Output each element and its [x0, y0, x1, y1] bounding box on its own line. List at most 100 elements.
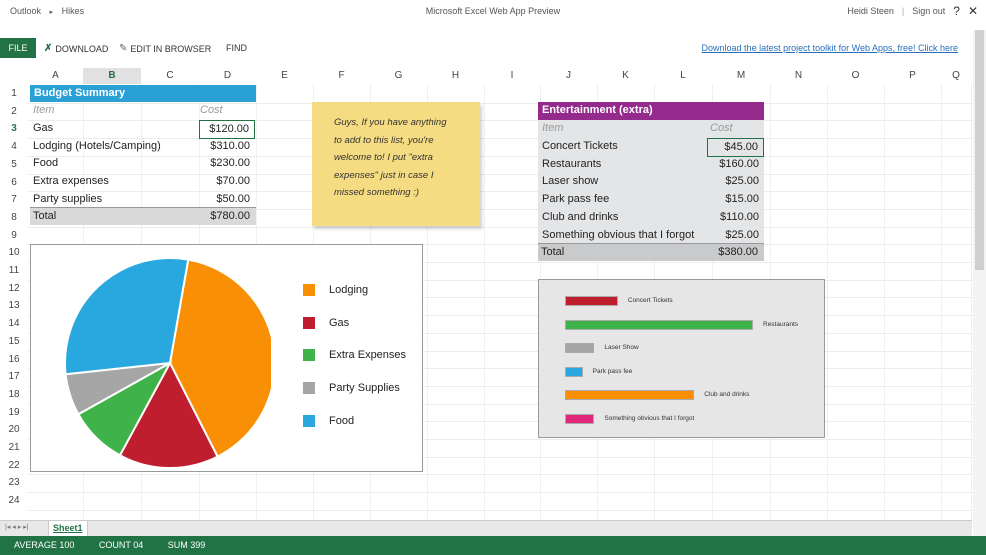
- close-icon[interactable]: ✕: [967, 4, 978, 18]
- sign-out-link[interactable]: Sign out: [912, 6, 946, 16]
- bar-park-pass-fee[interactable]: [565, 366, 583, 377]
- scroll-down-icon[interactable]: ⌄: [975, 536, 982, 545]
- grid-row-line: [28, 120, 974, 122]
- column-header-h[interactable]: H: [451, 70, 460, 81]
- row-header-7[interactable]: 7: [11, 194, 17, 206]
- ent-item-name[interactable]: Something obvious that I forgot: [542, 228, 695, 241]
- row-header-2[interactable]: 2: [11, 105, 17, 117]
- row-header-10[interactable]: 10: [8, 247, 20, 259]
- ent-item-name[interactable]: Club and drinks: [542, 210, 619, 223]
- budget-item-cost[interactable]: $70.00: [216, 175, 250, 188]
- budget-item-name[interactable]: Extra expenses: [33, 175, 109, 188]
- row-header-6[interactable]: 6: [11, 176, 17, 188]
- column-header-f[interactable]: F: [338, 70, 345, 81]
- row-header-23[interactable]: 23: [8, 477, 20, 489]
- bar-label: Concert Tickets: [627, 297, 673, 304]
- vertical-scrollbar[interactable]: ⌄: [973, 30, 986, 545]
- column-header-j[interactable]: J: [566, 70, 571, 81]
- ent-item-name[interactable]: Concert Tickets: [542, 140, 618, 152]
- column-header-q[interactable]: Q: [952, 70, 960, 81]
- row-header-8[interactable]: 8: [11, 211, 17, 223]
- breadcrumb-outlook[interactable]: Outlook: [10, 6, 42, 16]
- row-header-19[interactable]: 19: [8, 406, 20, 418]
- budget-item-name[interactable]: Gas: [33, 122, 54, 134]
- budget-item-cost[interactable]: $230.00: [210, 157, 250, 170]
- row-header-18[interactable]: 18: [8, 388, 20, 400]
- ent-item-cost[interactable]: $25.00: [725, 228, 759, 241]
- row-header-22[interactable]: 22: [8, 459, 20, 471]
- file-button[interactable]: FILE: [0, 38, 36, 58]
- budget-item-cost[interactable]: $310.00: [210, 139, 250, 152]
- row-header-17[interactable]: 17: [8, 371, 20, 383]
- ent-item-cost[interactable]: $15.00: [725, 193, 759, 206]
- bar-concert-tickets[interactable]: [565, 296, 618, 306]
- pie-slice-gas[interactable]: [118, 360, 219, 469]
- bar-chart[interactable]: Concert Tickets Restaurants Laser Show Park…: [538, 279, 825, 438]
- column-header-o[interactable]: O: [851, 70, 860, 81]
- ent-item-cost[interactable]: $45.00: [707, 138, 764, 157]
- column-header-g[interactable]: G: [394, 70, 403, 81]
- ent-item-cost[interactable]: $110.00: [720, 210, 759, 223]
- bar-something-obvious-that-i-forgot[interactable]: [565, 413, 595, 424]
- row-header-24[interactable]: 24: [8, 495, 20, 507]
- column-header-k[interactable]: K: [622, 70, 629, 81]
- column-header-m[interactable]: M: [736, 70, 746, 81]
- row-header-12[interactable]: 12: [8, 282, 20, 294]
- budget-item-cost[interactable]: $120.00: [199, 120, 255, 139]
- budget-cost-header: Cost: [200, 104, 223, 116]
- grid-row-line: [28, 509, 974, 511]
- grid-row-line: [28, 332, 974, 334]
- sticky-note[interactable]: Guys, If you have anything to add to this…: [312, 102, 480, 226]
- row-header-21[interactable]: 21: [8, 442, 20, 453]
- find-button[interactable]: FIND: [226, 43, 247, 53]
- budget-item-name[interactable]: Food: [33, 157, 59, 170]
- budget-item-name[interactable]: Lodging (Hotels/Camping): [33, 139, 161, 152]
- row-header-4[interactable]: 4: [11, 141, 17, 153]
- sheet-tab[interactable]: Sheet1: [48, 521, 88, 536]
- toolkit-link[interactable]: Download the latest project toolkit for …: [701, 43, 958, 53]
- row-header-20[interactable]: 20: [8, 424, 20, 436]
- ent-item-name[interactable]: Restaurants: [542, 157, 602, 170]
- note-line: welcome to! I put "extra: [334, 152, 433, 163]
- bar-club-and-drinks[interactable]: [565, 390, 695, 400]
- column-header-n[interactable]: N: [794, 70, 803, 81]
- ent-item-cost[interactable]: $160.00: [719, 157, 759, 170]
- row-header-1[interactable]: 1: [11, 88, 17, 99]
- ent-cost-header: Cost: [710, 122, 733, 134]
- user-name[interactable]: Heidi Steen: [847, 6, 894, 16]
- row-header-3[interactable]: 3: [11, 123, 17, 135]
- budget-item-cost[interactable]: $50.00: [216, 192, 250, 205]
- breadcrumb-hikes[interactable]: Hikes: [61, 6, 85, 16]
- pie-chart[interactable]: Lodging Gas Extra Expenses Party Supplies Fo…: [30, 244, 423, 472]
- row-header-11[interactable]: 11: [8, 265, 20, 276]
- column-header-l[interactable]: L: [680, 70, 686, 81]
- column-header-d[interactable]: D: [223, 70, 232, 81]
- column-header-c[interactable]: C: [166, 70, 174, 81]
- row-header-9[interactable]: 9: [11, 229, 17, 241]
- grid-row-line: [28, 421, 974, 423]
- download-button[interactable]: ✗ DOWNLOAD: [44, 43, 108, 54]
- column-header-a[interactable]: A: [52, 70, 59, 81]
- row-header-14[interactable]: 14: [8, 318, 20, 330]
- edit-in-browser-button[interactable]: ✎ EDIT IN BROWSER: [119, 43, 211, 54]
- sheet-nav-icon[interactable]: |◂ ◂ ▸ ▸|: [5, 524, 29, 531]
- pie-slice-food[interactable]: [64, 257, 190, 376]
- row-header-5[interactable]: 5: [11, 158, 17, 170]
- row-header-13[interactable]: 13: [8, 300, 20, 312]
- ent-item-name[interactable]: Laser show: [542, 175, 599, 188]
- column-header-e[interactable]: E: [281, 70, 288, 81]
- ent-item-cost[interactable]: $25.00: [725, 175, 759, 188]
- breadcrumb-separator-icon: ▸: [49, 9, 54, 16]
- row-header-15[interactable]: 15: [8, 335, 20, 347]
- bar-restaurants[interactable]: [565, 319, 753, 330]
- bar-laser-show[interactable]: [565, 343, 595, 353]
- row-header-16[interactable]: 16: [8, 353, 20, 365]
- pie-slice-lodging[interactable]: [168, 258, 271, 458]
- budget-item-name[interactable]: Party supplies: [33, 192, 103, 205]
- help-icon[interactable]: ?: [953, 4, 960, 18]
- column-header-i[interactable]: I: [510, 70, 514, 81]
- ent-item-name[interactable]: Park pass fee: [542, 193, 610, 206]
- column-header-b[interactable]: B: [83, 68, 141, 84]
- column-header-p[interactable]: P: [909, 70, 916, 81]
- scrollbar-thumb[interactable]: [975, 30, 984, 270]
